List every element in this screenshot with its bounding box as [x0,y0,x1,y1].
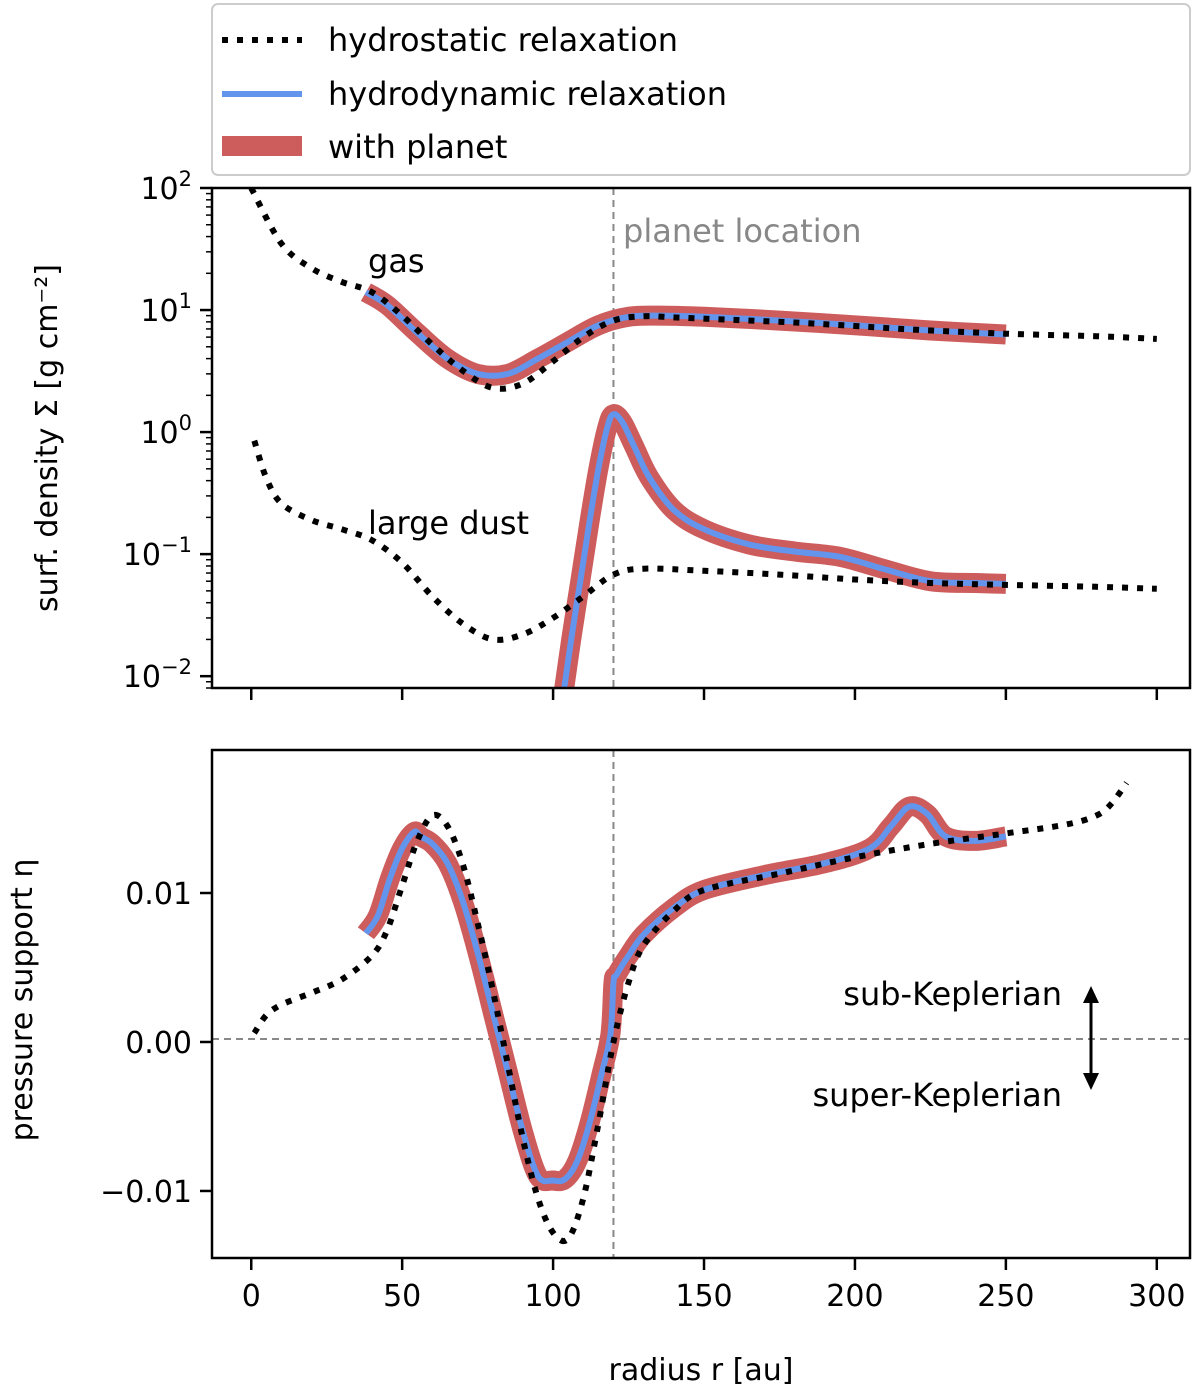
bottom-series-hydrostatic-relaxation [251,781,1130,1245]
sub-keplerian-label: sub-Keplerian [843,975,1062,1013]
top-x-ticks [249,688,1159,700]
xlabel: radius r [au] [609,1353,794,1388]
bottom-series-hydrodynamic-relaxation [363,803,1007,1185]
top-ytick-label: 10−2 [123,655,192,695]
top-series-hydrodynamic-relaxation-large-dust [561,411,1006,688]
bottom-curves [251,781,1130,1245]
legend: hydrostatic relaxation hydrodynamic rela… [211,3,1191,176]
bottom-x-ticks: 0 50 100 150 200 250 300 [242,1258,1185,1314]
bottom-axes-frame [210,748,1192,1260]
top-ytick-label: 10−1 [123,533,192,573]
planet-location-label: planet location [623,212,861,250]
gas-label: gas [368,242,425,280]
double-arrow-icon [1083,986,1099,1090]
xtick-label: 50 [383,1279,421,1314]
bottom-ytick-label: 0.01 [125,877,192,912]
top-ytick-label: 102 [140,167,192,207]
top-series-with-planet-gas [360,283,1007,386]
top-curves [248,188,1157,688]
legend-label-hydrodynamic: hydrodynamic relaxation [328,75,727,113]
legend-label-hydrostatic: hydrostatic relaxation [328,21,678,59]
top-panel: 102 101 100 10−1 10−2 planet location gas la… [30,167,1192,700]
top-series-hydrostatic-relaxation-large-dust [251,439,1157,643]
bottom-ylabel: pressure support η [5,859,40,1142]
bottom-ytick-label: 0.00 [125,1026,192,1061]
bottom-ytick-label: −0.01 [100,1175,192,1210]
xtick-label: 250 [977,1279,1034,1314]
xtick-label: 200 [826,1279,883,1314]
top-ylabel: surf. density Σ [g cm⁻²] [30,264,65,612]
legend-box [211,3,1191,176]
top-ytick-label: 100 [140,411,192,451]
xtick-label: 0 [242,1279,261,1314]
super-keplerian-label: super-Keplerian [812,1076,1062,1114]
xtick-label: 150 [675,1279,732,1314]
top-series-with-planet-large-dust [554,404,1007,688]
legend-label-with-planet: with planet [328,128,507,166]
bottom-y-ticks: 0.01 0.00 −0.01 [100,877,212,1210]
xtick-label: 300 [1128,1279,1185,1314]
top-series-hydrostatic-relaxation-gas [248,188,1157,392]
bottom-panel: sub-Keplerian super-Keplerian 0.01 0.00 −0… [5,748,1192,1388]
top-ytick-label: 101 [140,289,192,329]
xtick-label: 100 [524,1279,581,1314]
large-dust-label: large dust [368,504,529,542]
top-y-ticks: 102 101 100 10−1 10−2 [123,167,212,695]
top-axes-frame [210,186,1192,690]
